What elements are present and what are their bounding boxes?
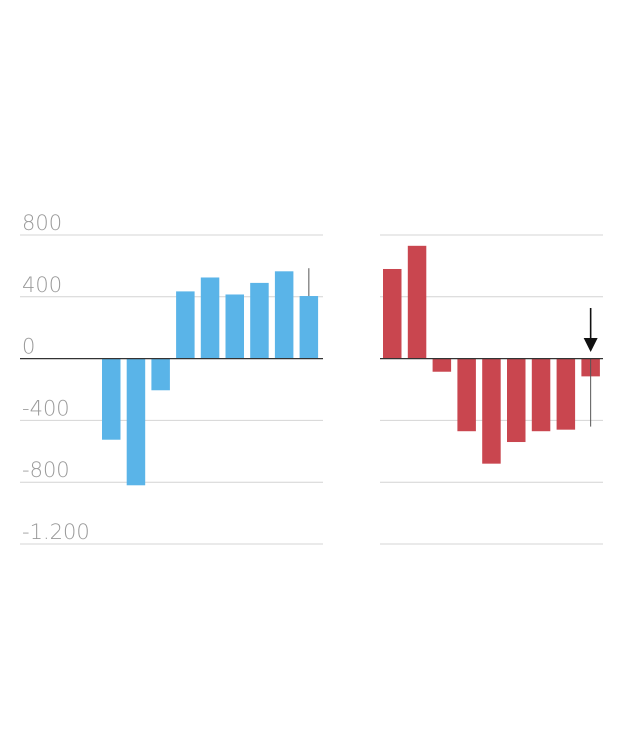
bar — [556, 358, 576, 430]
y-tick-label: 0 — [22, 335, 35, 359]
bar — [126, 358, 146, 486]
bar — [250, 282, 269, 359]
y-tick-label: 400 — [22, 273, 62, 297]
down-arrow-icon — [583, 308, 598, 352]
y-tick-label: -1.200 — [22, 520, 90, 544]
y-tick-label: -400 — [22, 396, 70, 420]
bar — [274, 271, 294, 359]
right-bar-chart — [380, 234, 603, 545]
y-tick-label: 800 — [22, 211, 62, 235]
bar — [299, 296, 319, 359]
bar — [151, 358, 170, 391]
bar — [407, 245, 427, 359]
y-tick-label: -800 — [22, 458, 70, 482]
bar — [383, 268, 402, 359]
bar — [102, 358, 121, 440]
bar — [531, 358, 551, 432]
bar — [432, 358, 452, 372]
bar — [482, 358, 501, 464]
bar — [507, 358, 526, 443]
bar — [225, 294, 244, 359]
left-bar-chart: 800 400 0 -400 -800 -1.200 — [20, 211, 323, 545]
bar — [176, 291, 195, 359]
bar — [200, 277, 220, 359]
bar — [457, 358, 476, 432]
